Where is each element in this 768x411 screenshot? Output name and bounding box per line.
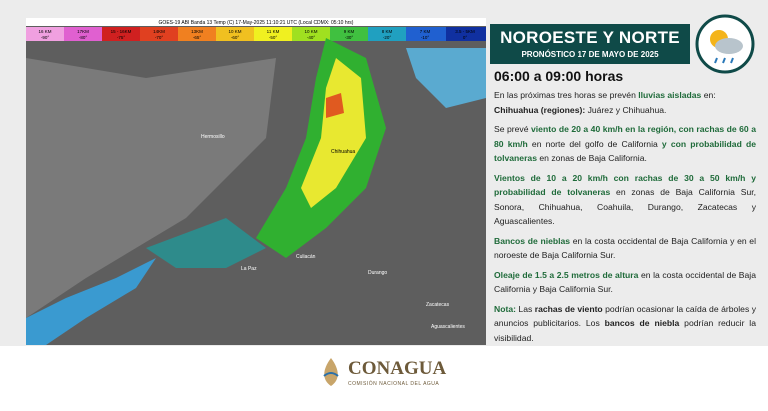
text: en zonas de Baja California Sur, Sonora,… xyxy=(494,187,756,226)
city-label: Chihuahua xyxy=(331,149,355,155)
scale-height-label: 9 KM xyxy=(344,29,355,34)
scale-temp-label: -30° xyxy=(345,35,354,40)
scale-cell xyxy=(216,27,254,41)
scale-cell xyxy=(406,27,446,41)
highlight: Vientos de 10 a 20 km/h con rachas de 30… xyxy=(494,172,756,198)
scale-cell xyxy=(254,27,292,41)
text: Se prevé xyxy=(494,124,532,134)
scale-height-label: 14KM xyxy=(153,29,165,34)
header-bar xyxy=(26,18,486,26)
highlight: lluvias aisladas xyxy=(638,90,702,100)
scale-temp-label: -90° xyxy=(41,35,50,40)
scale-temp-label: -70° xyxy=(155,35,164,40)
scale-cell xyxy=(26,27,64,41)
scale-cell xyxy=(102,27,140,41)
paragraph: Nota: Las rachas de viento podrían ocasi… xyxy=(494,302,756,346)
text: en zonas de Baja California. xyxy=(537,153,647,163)
color-scale xyxy=(26,27,486,41)
scale-height-label: 16 KM xyxy=(38,29,51,34)
scale-height-label: 10 KM xyxy=(228,29,241,34)
paragraph: En las próximas tres horas se prevén llu… xyxy=(494,88,756,103)
scale-height-label: 3.5 - 5KM xyxy=(455,29,475,34)
cloud-band xyxy=(146,218,266,268)
bulletin-panel: NOROESTE Y NORTE PRONÓSTICO 17 DE MAYO D… xyxy=(490,14,762,344)
scale-height-label: 15 - 16KM xyxy=(111,29,132,34)
logo-icon xyxy=(323,358,339,386)
highlight: Nota: xyxy=(494,303,516,314)
paragraph: Chihuahua (regiones): Juárez y Chihuahua… xyxy=(494,103,756,118)
text: en la costa occidental de Baja Californi… xyxy=(494,235,756,261)
scale-temp-label: -40° xyxy=(307,35,316,40)
scale-cell xyxy=(140,27,178,41)
cloud-shapes xyxy=(26,38,486,345)
bulletin-subtitle: PRONÓSTICO 17 DE MAYO DE 2025 xyxy=(521,50,659,59)
bulletin-text: En las próximas tres horas se prevén llu… xyxy=(494,88,756,350)
period: 06:00 a 09:00 horas xyxy=(494,68,624,84)
title-box: NOROESTE Y NORTE PRONÓSTICO 17 DE MAYO D… xyxy=(490,24,690,64)
cloud-core xyxy=(301,58,366,208)
scale-cell xyxy=(446,27,486,41)
highlight: viento de 20 a 40 km/h en la región, con… xyxy=(494,124,756,149)
weather-icon xyxy=(695,14,755,74)
city-label: Durango xyxy=(368,270,387,276)
scale-cell xyxy=(64,27,102,41)
scale-cell xyxy=(178,27,216,41)
land xyxy=(26,58,276,318)
cloud-peak xyxy=(326,93,344,118)
city-label: La Paz xyxy=(241,266,257,272)
text: en norte del golfo de California xyxy=(527,138,662,149)
scale-temp-label: -75° xyxy=(117,35,126,40)
city-label: Culiacán xyxy=(296,254,316,260)
paragraph: Se prevé viento de 20 a 40 km/h en la re… xyxy=(494,122,756,166)
text: Juárez y Chihuahua. xyxy=(585,104,667,115)
logo-text: CONAGUA xyxy=(348,358,447,379)
highlight: Chihuahua (regiones): xyxy=(494,104,586,115)
highlight: bancos de niebla xyxy=(604,318,680,328)
city-label: Aguascalientes xyxy=(431,324,465,330)
text: podrían ocasionar la caída de árboles y … xyxy=(494,303,756,329)
scale-temp-label: -10° xyxy=(421,35,430,40)
footer: CONAGUA COMISIÓN NACIONAL DEL AGUA xyxy=(0,346,768,411)
text: podrían reducir la visibilidad. xyxy=(494,318,756,343)
scale-height-label: 13KM xyxy=(191,29,203,34)
cloud-band xyxy=(406,48,486,108)
highlight: y con probabilidad de tolvaneras xyxy=(494,138,756,164)
text: en: xyxy=(701,90,716,100)
scale-height-label: 17KM xyxy=(77,29,89,34)
scale-temp-label: -20° xyxy=(383,35,392,40)
scale-cell xyxy=(292,27,330,41)
satellite-header: GOES-19 ABI Banda 13 Temp (C) 17-May-202… xyxy=(159,20,354,26)
satellite-image: GOES-19 ABI Banda 13 Temp (C) 17-May-202… xyxy=(26,18,486,345)
paragraph: Bancos de nieblas en la costa occidental… xyxy=(494,234,756,263)
scale-temp-label: -60° xyxy=(231,35,240,40)
highlight: rachas de viento xyxy=(534,303,603,314)
bulletin-title: NOROESTE Y NORTE xyxy=(500,28,680,47)
scale-temp-label: 0° xyxy=(463,35,468,40)
scale-cell xyxy=(330,27,368,41)
scale-height-label: 8 KM xyxy=(382,29,393,34)
paragraph: Oleaje de 1.5 a 2.5 metros de altura en … xyxy=(494,268,756,297)
scale-height-label: 11 KM xyxy=(267,29,280,34)
paragraph: Vientos de 10 a 20 km/h con rachas de 30… xyxy=(494,171,756,229)
text: En las próximas tres horas se prevén xyxy=(494,90,639,100)
city-label: Zacatecas xyxy=(426,302,450,308)
city-label: Hermosillo xyxy=(201,134,225,140)
cloud-band xyxy=(26,258,156,345)
scale-temp-label: -65° xyxy=(193,35,202,40)
scale-labels: 16 KM 17KM 15 - 16KM 14KM 13KM 10 KM 11 KM 10 K… xyxy=(38,29,475,40)
logo-tagline: COMISIÓN NACIONAL DEL AGUA xyxy=(348,381,440,387)
scale-temp-label: -80° xyxy=(79,35,88,40)
highlight: Bancos de nieblas xyxy=(494,235,571,246)
scale-cell xyxy=(368,27,406,41)
scale-height-label: 10 KM xyxy=(304,29,317,34)
scale-height-label: 7 KM xyxy=(420,29,431,34)
highlight: Oleaje de 1.5 a 2.5 metros de altura xyxy=(494,269,639,280)
text: Las xyxy=(515,303,535,314)
text: en la costa occidental de Baja Californi… xyxy=(494,269,756,295)
scale-temp-label: -50° xyxy=(269,35,278,40)
